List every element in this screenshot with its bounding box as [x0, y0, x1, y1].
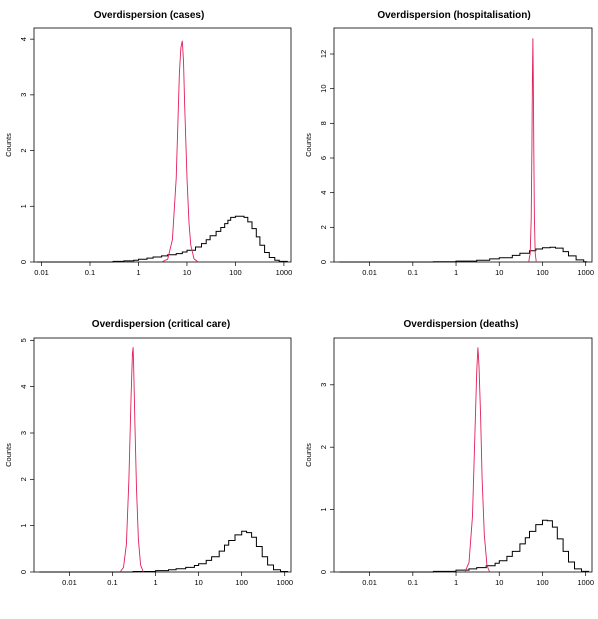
y-axis: 0 1 2 3 4 — [19, 37, 34, 264]
y-tick-label: 5 — [19, 338, 28, 342]
y-tick-label: 2 — [319, 445, 328, 449]
plot-title: Overdispersion (hospitalisation) — [377, 10, 530, 21]
panel-3: Overdispersion (critical care) Counts 0.01… — [4, 319, 293, 587]
x-axis: 0.01 0.1 1 10 100 1000 — [62, 572, 293, 587]
x-tick-label: 1 — [454, 578, 458, 587]
x-tick-label: 0.01 — [362, 578, 377, 587]
x-tick-label: 0.01 — [34, 268, 49, 277]
y-axis-label: Counts — [4, 133, 13, 157]
histogram-series — [36, 215, 288, 263]
x-tick-label: 1 — [153, 578, 157, 587]
density-series — [528, 38, 537, 263]
x-tick-label: 10 — [183, 268, 191, 277]
x-tick-label: 0.1 — [408, 268, 418, 277]
plot-frame — [333, 27, 593, 263]
x-tick-label: 100 — [536, 268, 549, 277]
y-tick-label: 3 — [19, 431, 28, 435]
y-tick-label: 8 — [319, 121, 328, 125]
x-tick-label: 1 — [136, 268, 140, 277]
y-tick-label: 0 — [319, 570, 328, 574]
y-tick-label: 1 — [319, 508, 328, 512]
y-axis: 0 1 2 3 4 5 — [19, 338, 34, 574]
x-tick-label: 10 — [495, 578, 503, 587]
y-tick-label: 4 — [19, 37, 28, 41]
histogram-series — [339, 519, 590, 573]
y-tick-label: 2 — [19, 477, 28, 481]
plot-frame — [33, 337, 292, 573]
x-tick-label: 1 — [454, 268, 458, 277]
histogram-series — [339, 246, 588, 263]
y-axis-label: Counts — [4, 443, 13, 467]
x-tick-label: 0.01 — [62, 578, 77, 587]
y-tick-label: 4 — [19, 385, 28, 389]
x-tick-label: 100 — [235, 578, 248, 587]
y-tick-label: 12 — [319, 50, 328, 58]
y-tick-label: 3 — [319, 383, 328, 387]
x-axis: 0.01 0.1 1 10 100 1000 — [362, 572, 594, 587]
y-tick-label: 0 — [19, 570, 28, 574]
x-tick-label: 1000 — [577, 578, 594, 587]
density-series — [161, 40, 199, 263]
x-tick-label: 0.1 — [85, 268, 95, 277]
x-tick-label: 0.1 — [408, 578, 418, 587]
x-tick-label: 10 — [194, 578, 202, 587]
x-tick-label: 100 — [536, 578, 549, 587]
plot-frame — [333, 337, 593, 573]
y-tick-label: 10 — [319, 84, 328, 92]
plot-title: Overdispersion (critical care) — [92, 319, 230, 330]
y-tick-label: 1 — [19, 524, 28, 528]
plot-title: Overdispersion (cases) — [94, 10, 205, 21]
x-tick-label: 1000 — [577, 268, 594, 277]
density-series — [464, 347, 491, 573]
x-tick-label: 0.01 — [362, 268, 377, 277]
y-tick-label: 1 — [19, 204, 28, 208]
y-axis: 0 2 4 6 8 10 12 — [319, 50, 334, 264]
density-series — [119, 347, 144, 573]
y-tick-label: 4 — [319, 191, 328, 195]
y-tick-label: 2 — [319, 225, 328, 229]
x-tick-label: 0.1 — [107, 578, 117, 587]
y-tick-label: 6 — [319, 156, 328, 160]
y-axis: 0 1 2 3 — [319, 383, 334, 574]
y-tick-label: 0 — [319, 260, 328, 264]
y-axis-label: Counts — [304, 133, 313, 157]
y-tick-label: 2 — [19, 148, 28, 152]
y-tick-label: 3 — [19, 93, 28, 97]
y-axis-label: Counts — [304, 443, 313, 467]
x-axis: 0.01 0.1 1 10 100 1000 — [34, 262, 292, 277]
x-tick-label: 1000 — [276, 578, 293, 587]
x-tick-label: 10 — [495, 268, 503, 277]
panel-2: Overdispersion (hospitalisation) Counts 0.… — [304, 10, 594, 277]
plot-title: Overdispersion (deaths) — [403, 319, 518, 330]
histogram-series — [39, 530, 289, 573]
x-tick-label: 1000 — [276, 268, 293, 277]
x-axis: 0.01 0.1 1 10 100 1000 — [362, 262, 594, 277]
y-tick-label: 0 — [19, 260, 28, 264]
x-tick-label: 100 — [229, 268, 242, 277]
